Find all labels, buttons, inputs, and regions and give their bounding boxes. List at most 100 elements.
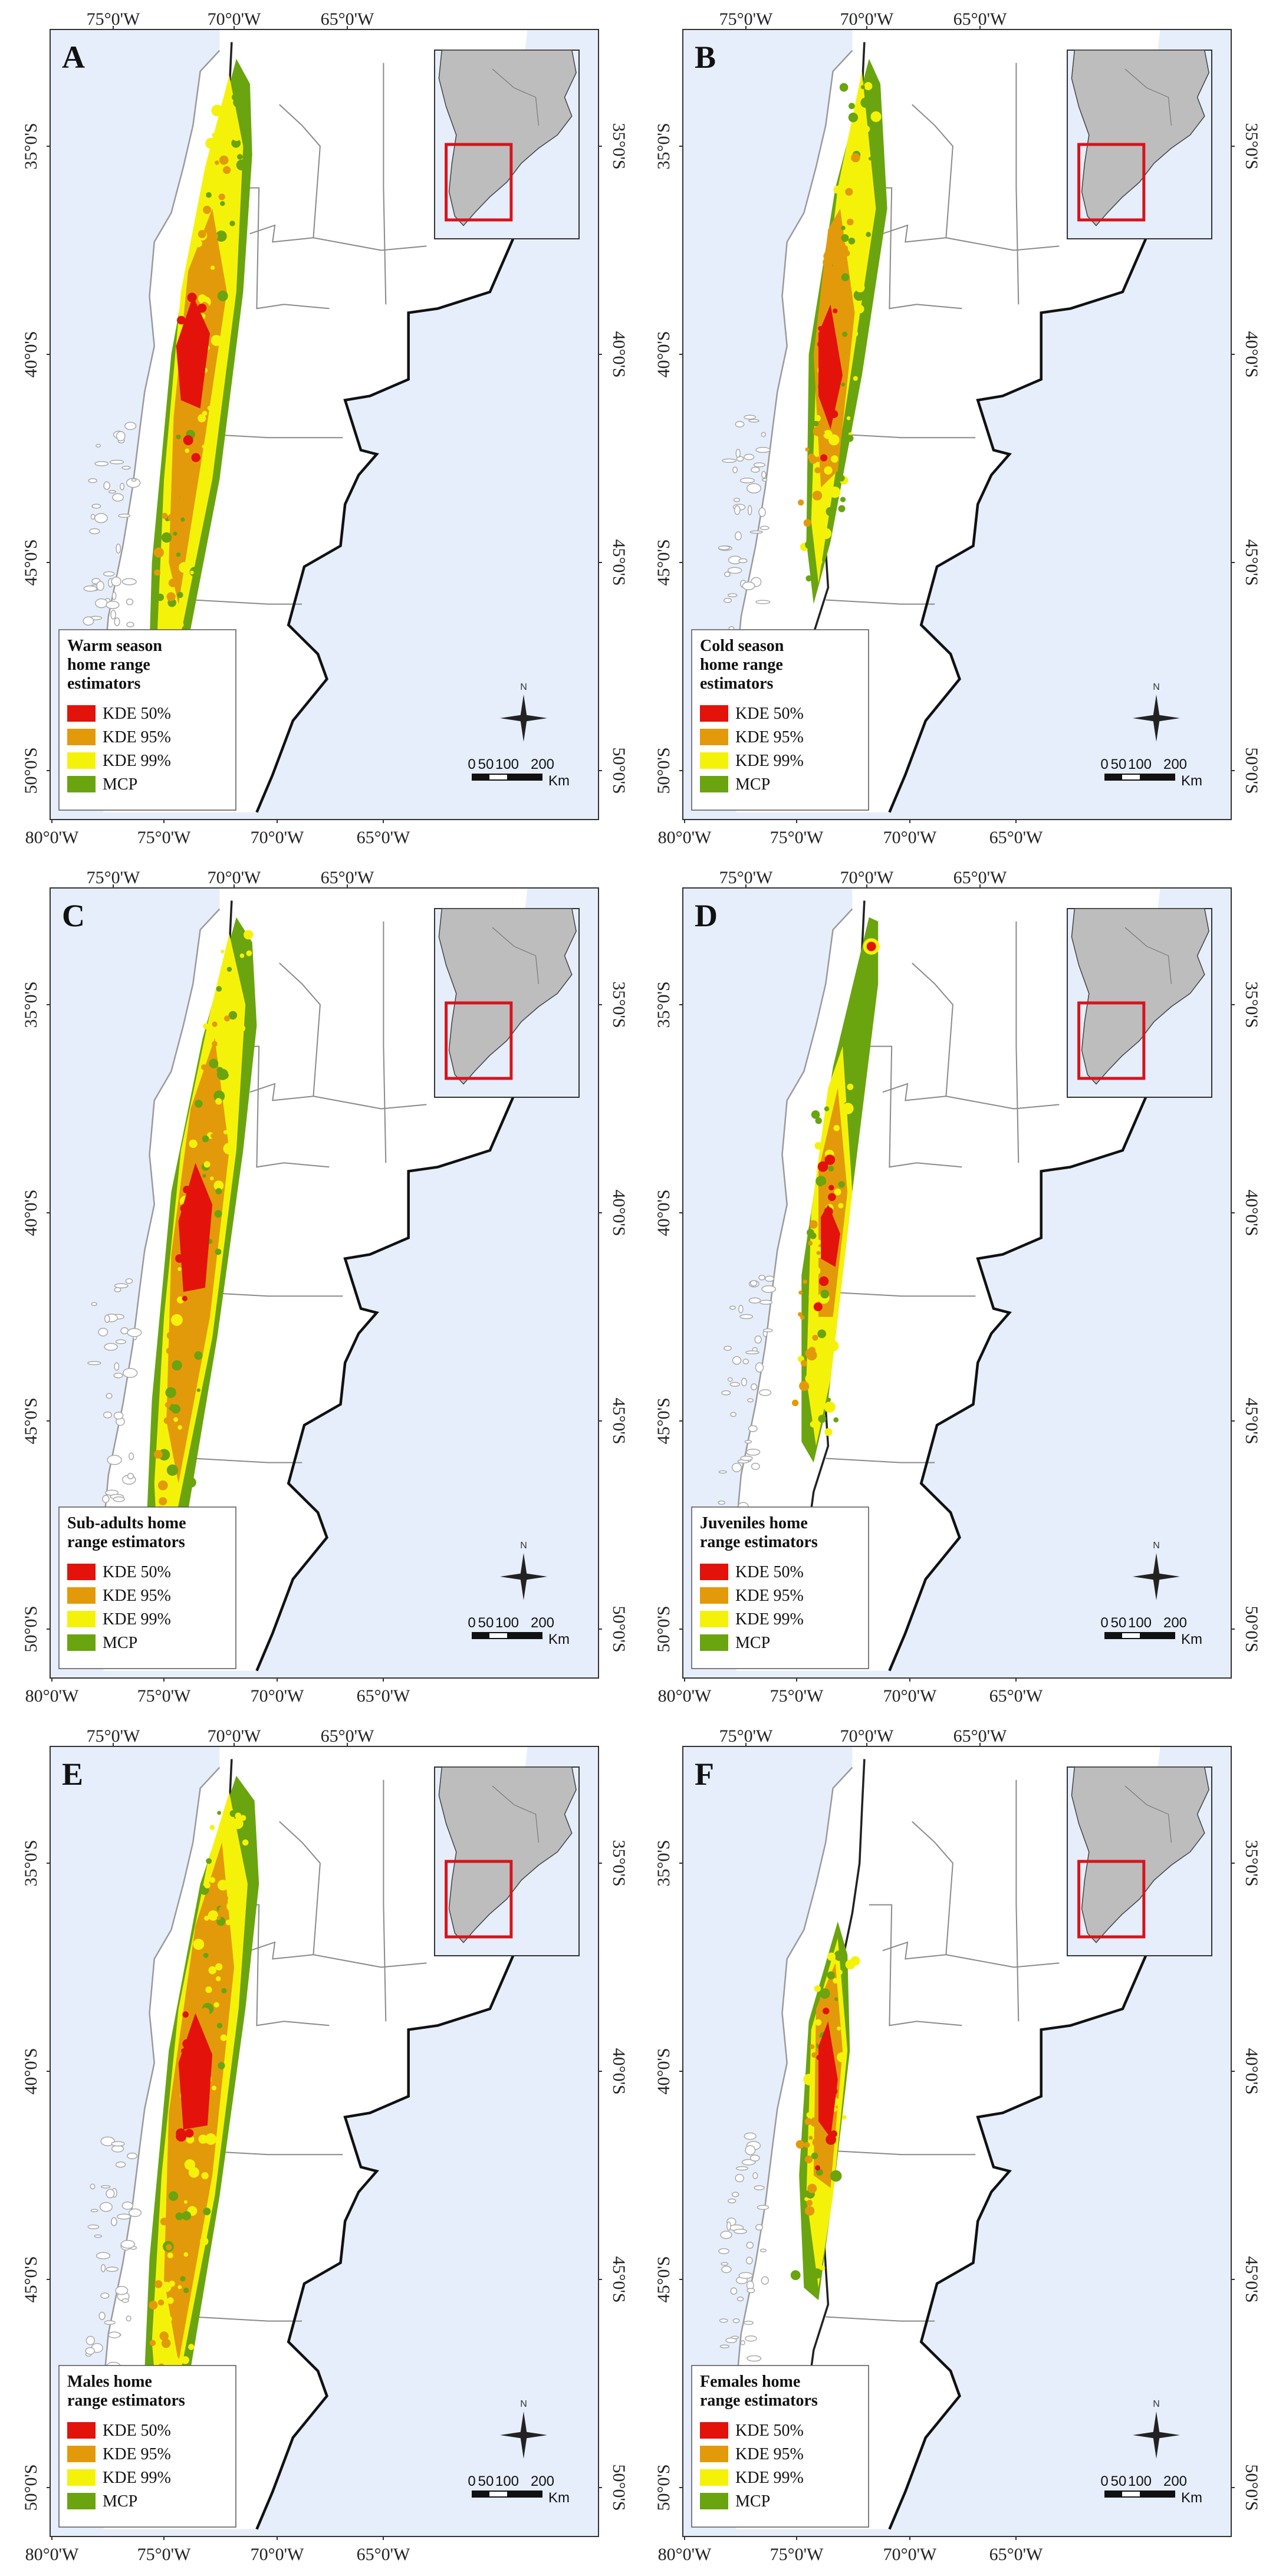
kde-speckle	[821, 1185, 827, 1190]
x-axis-bottom-tick-label: 70°0'W	[883, 2545, 937, 2564]
kde-speckle	[162, 512, 168, 519]
kde-speckle	[244, 930, 254, 940]
legend-title-line: range estimators	[67, 1533, 185, 1551]
island	[762, 1328, 773, 1333]
island	[732, 2318, 740, 2324]
island	[721, 1390, 731, 1396]
kde-speckle	[226, 1901, 237, 1912]
kde-speckle	[810, 2044, 815, 2049]
x-axis-top-tick-label: 70°0'W	[208, 1726, 261, 1746]
kde-speckle	[203, 2207, 211, 2216]
x-axis-top-tick-label: 75°0'W	[719, 868, 773, 887]
inset-study-area-box	[445, 1001, 513, 1080]
island	[732, 1356, 742, 1365]
x-axis-bottom-tick-label: 75°0'W	[137, 1686, 191, 1706]
island	[108, 2331, 121, 2338]
kde-speckle	[168, 1503, 172, 1507]
kde-speckle	[805, 2206, 815, 2216]
kde-speckle	[211, 335, 222, 346]
kde-speckle	[828, 434, 840, 446]
x-axis-top-tick-label: 70°0'W	[208, 9, 261, 29]
y-axis-left-tick-label: 35°0'S	[21, 123, 41, 169]
kde-speckle	[814, 414, 821, 422]
kde-speckle	[863, 163, 869, 169]
kde-speckle	[807, 2183, 817, 2193]
scale-bar-label: 100	[1128, 2473, 1152, 2489]
scale-bar-label: 200	[531, 756, 554, 772]
inset-south-america	[438, 50, 577, 226]
kde-speckle	[805, 447, 810, 452]
legend-title-line: Warm season	[67, 637, 162, 655]
map-panel-d: D 75°0'W 70°0'W 65°0'W 80°0'W 75°0'W 70°0'W 65°…	[633, 858, 1265, 1717]
kde-speckle	[820, 2265, 826, 2271]
kde-speckle	[824, 1428, 833, 1436]
kde-speckle	[860, 97, 871, 108]
island	[761, 471, 767, 479]
island	[110, 2217, 117, 2226]
scale-bar-label: 0	[468, 1615, 475, 1631]
x-axis-top-tick-label: 65°0'W	[953, 868, 1007, 887]
kde-speckle	[215, 1098, 222, 1105]
kde-speckle	[157, 1480, 168, 1491]
island	[111, 591, 117, 600]
island	[742, 581, 755, 591]
legend-label: KDE 50%	[103, 705, 171, 723]
kde-speckle	[182, 2211, 192, 2220]
legend-label: KDE 99%	[103, 752, 171, 770]
kde-speckle	[209, 1050, 216, 1057]
kde-speckle	[846, 416, 851, 420]
legend-label: MCP	[735, 1634, 770, 1652]
kde-speckle	[866, 232, 872, 238]
x-axis-top-tick-label: 75°0'W	[719, 9, 773, 29]
kde50-spot	[176, 2131, 187, 2142]
kde-speckle	[841, 225, 846, 231]
province-border	[383, 921, 387, 1163]
province-border	[882, 1941, 1060, 1968]
island	[88, 478, 97, 483]
x-axis-top-tick-label: 70°0'W	[840, 1726, 894, 1746]
kde-speckle	[824, 466, 833, 475]
island	[732, 466, 738, 473]
kde-speckle	[841, 2115, 847, 2120]
island	[759, 525, 770, 531]
kde-speckle	[814, 467, 821, 473]
kde-speckle	[213, 1180, 224, 1190]
kde-speckle	[845, 1959, 856, 1970]
island	[107, 1455, 122, 1465]
panel-letter: B	[695, 40, 716, 75]
kde-speckle	[800, 1360, 807, 1367]
kde-speckle	[846, 435, 854, 442]
kde-speckle	[848, 238, 856, 245]
legend-swatch	[67, 2469, 96, 2486]
home-range-layers	[142, 1775, 259, 2479]
kde-speckle	[808, 1241, 813, 1246]
kde-speckle	[820, 528, 832, 539]
kde-speckle	[223, 2037, 228, 2041]
kde50-spot	[192, 1237, 199, 1244]
island	[735, 449, 741, 458]
kde-speckle	[201, 2172, 209, 2180]
kde-speckle	[186, 1477, 196, 1488]
island	[721, 2262, 729, 2266]
kde-speckle	[838, 505, 846, 512]
island	[741, 1377, 747, 1387]
island	[96, 443, 101, 448]
legend-swatch	[67, 729, 96, 745]
x-axis-top-tick-label: 65°0'W	[321, 9, 374, 29]
kde-speckle	[217, 290, 228, 301]
kde-speckle	[166, 592, 176, 601]
y-axis-right-tick-label: 35°0'S	[1242, 981, 1261, 1028]
kde-speckle	[176, 2118, 182, 2124]
kde-speckle	[206, 2016, 210, 2020]
chile-coastline	[100, 1766, 221, 2505]
kde50-spot	[182, 2039, 192, 2049]
map-svg: E75°0'W 70°0'W 65°0'W80°0'W 75°0'W 70°0'W 65°…	[21, 1726, 629, 2564]
x-axis-bottom-tick-label: 70°0'W	[251, 1686, 304, 1706]
island	[745, 2335, 757, 2342]
scale-bar-label: 100	[1128, 756, 1152, 772]
province-border	[279, 104, 321, 238]
kde50-spot	[820, 454, 828, 462]
kde-speckle	[161, 532, 172, 543]
island	[747, 1398, 754, 1403]
